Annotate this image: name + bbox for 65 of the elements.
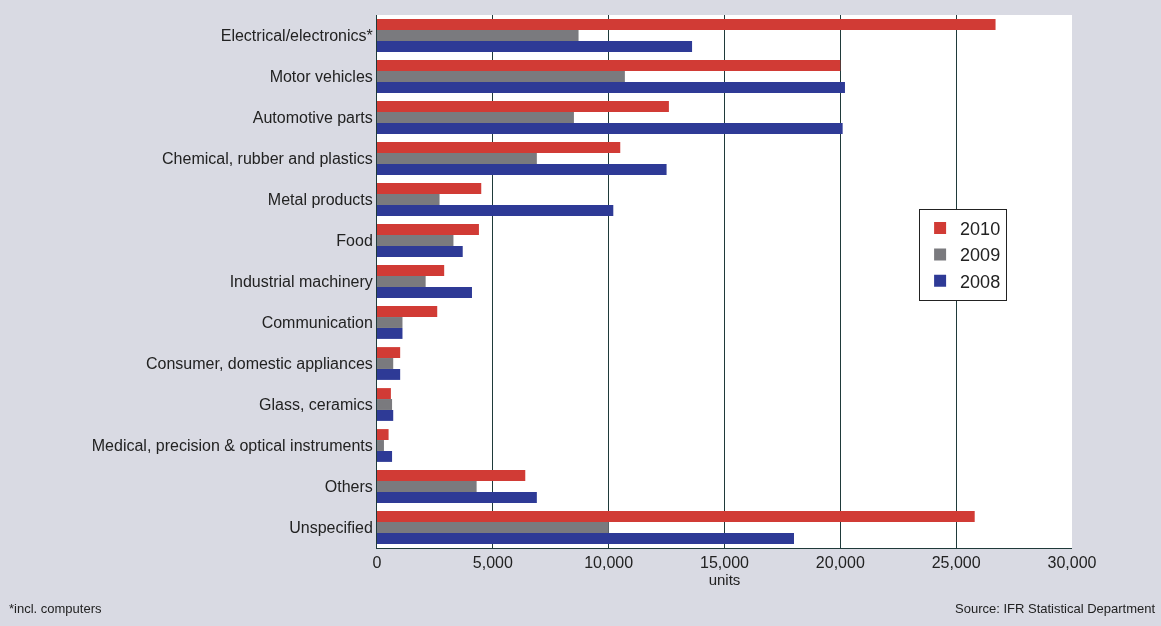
bar [377, 40, 693, 52]
bar [377, 19, 996, 31]
y-tick-label: Communication [261, 314, 373, 332]
y-tick-label: Food [336, 232, 373, 250]
bar [377, 481, 477, 492]
bar [377, 81, 845, 93]
bar [377, 112, 574, 123]
bar [377, 440, 384, 451]
source-note: Source: IFR Statistical Department [955, 601, 1156, 616]
y-tick-label: Motor vehicles [269, 68, 373, 86]
bar [377, 163, 667, 175]
y-tick-label: Electrical/electronics* [220, 27, 373, 45]
bar [377, 224, 479, 236]
y-tick-label: Automotive parts [252, 109, 373, 127]
bar [377, 306, 438, 318]
y-tick-label: Medical, precision & optical instruments [91, 437, 373, 455]
legend-label: 2010 [960, 219, 1001, 240]
y-tick-label: Metal products [267, 191, 373, 209]
bar [377, 265, 445, 277]
bar [377, 286, 472, 298]
x-tick-label: 15,000 [700, 554, 750, 572]
bar [377, 71, 625, 82]
bar [377, 399, 393, 410]
bar [377, 491, 537, 503]
legend-label: 2009 [960, 245, 1001, 266]
y-tick-label: Consumer, domestic appliances [146, 355, 373, 373]
bar [377, 204, 614, 216]
legend-label: 2008 [960, 271, 1001, 292]
x-tick-label: 10,000 [584, 554, 634, 572]
bar [377, 276, 426, 287]
bar [377, 450, 393, 462]
bar [377, 429, 389, 441]
y-tick-label: Others [324, 478, 373, 496]
x-axis-title: units [708, 571, 741, 589]
y-tick-label: Glass, ceramics [259, 396, 373, 414]
bar [377, 470, 526, 482]
bar [377, 409, 394, 421]
x-tick-label: 30,000 [1047, 554, 1097, 572]
y-tick-label: Chemical, rubber and plastics [162, 150, 373, 168]
x-tick-label: 0 [372, 554, 382, 572]
bar [377, 522, 609, 533]
bar [377, 347, 401, 359]
bar [377, 142, 621, 154]
bar [377, 235, 454, 246]
bar [377, 30, 579, 41]
y-tick-label: Unspecified [289, 519, 373, 537]
text: *incl. computers [9, 601, 102, 616]
x-tick-label: 25,000 [931, 554, 981, 572]
bar [377, 368, 401, 380]
bar [377, 101, 669, 113]
bar [377, 511, 975, 523]
bar [377, 532, 794, 544]
x-tick-label: 20,000 [815, 554, 865, 572]
bar [377, 317, 403, 328]
x-tick-label: 5,000 [472, 554, 513, 572]
bar [377, 153, 537, 164]
bar [377, 183, 482, 195]
bar [377, 60, 841, 72]
bar [377, 245, 463, 257]
bar [377, 358, 394, 369]
bar [377, 122, 843, 134]
bar [377, 327, 403, 339]
bar [377, 194, 440, 205]
bar [377, 388, 391, 400]
y-tick-label: Industrial machinery [229, 273, 373, 291]
